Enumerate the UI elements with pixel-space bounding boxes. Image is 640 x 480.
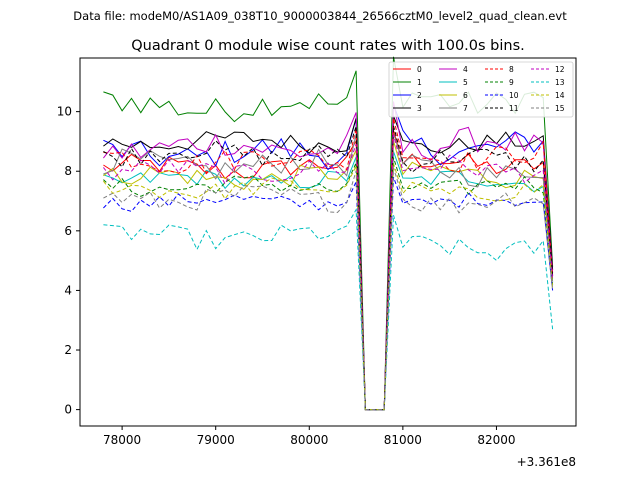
legend-box — [388, 61, 574, 118]
y-tick-label: 10 — [57, 105, 72, 119]
series-line-5 — [103, 151, 554, 411]
series-line-4 — [103, 101, 554, 411]
x-tick-label: 78000 — [103, 433, 141, 447]
y-tick-label: 4 — [64, 283, 72, 297]
legend-label-9: 9 — [509, 78, 514, 87]
legend-label-15: 15 — [555, 104, 565, 113]
legend-label-12: 12 — [555, 65, 565, 74]
y-axis: 0 2 4 6 8 10 — [57, 105, 80, 417]
series-line-7 — [103, 132, 554, 411]
legend-label-4: 4 — [463, 65, 468, 74]
series-line-10 — [103, 177, 554, 411]
x-tick-label: 79000 — [197, 433, 235, 447]
legend-label-6: 6 — [463, 91, 468, 100]
series-line-8 — [103, 118, 554, 411]
x-tick-label: 80000 — [290, 433, 328, 447]
series-line-2 — [103, 104, 554, 411]
y-tick-label: 6 — [64, 224, 72, 238]
plot-lines — [103, 56, 554, 411]
y-tick-label: 8 — [64, 164, 72, 178]
y-tick-label: 0 — [64, 403, 72, 417]
legend-label-5: 5 — [463, 78, 468, 87]
series-line-11 — [103, 125, 554, 411]
chart-title: Quadrant 0 module wise count rates with … — [131, 38, 525, 54]
x-tick-label: 81000 — [384, 433, 422, 447]
y-tick-label: 2 — [64, 343, 72, 357]
series-line-14 — [103, 163, 554, 411]
series-line-12 — [103, 134, 554, 411]
x-offset-label: +3.361e8 — [517, 455, 576, 469]
plot-frame — [79, 57, 577, 427]
x-tick-label: 82000 — [477, 433, 515, 447]
series-line-13 — [103, 207, 554, 411]
legend-label-2: 2 — [417, 91, 422, 100]
legend-label-13: 13 — [555, 78, 565, 87]
legend-label-7: 7 — [463, 104, 468, 113]
series-line-15 — [103, 167, 554, 411]
chart-suptitle: Data file: modeM0/AS1A09_038T10_90000038… — [73, 9, 567, 23]
legend-label-11: 11 — [509, 104, 519, 113]
legend-label-10: 10 — [509, 91, 519, 100]
legend-label-1: 1 — [417, 78, 422, 87]
legend-label-8: 8 — [509, 65, 514, 74]
series-line-6 — [103, 140, 554, 411]
legend-label-3: 3 — [417, 104, 422, 113]
legend-label-14: 14 — [555, 91, 565, 100]
x-axis: 78000 79000 80000 81000 82000 — [103, 426, 516, 447]
series-line-9 — [103, 157, 554, 411]
legend-label-0: 0 — [417, 65, 422, 74]
